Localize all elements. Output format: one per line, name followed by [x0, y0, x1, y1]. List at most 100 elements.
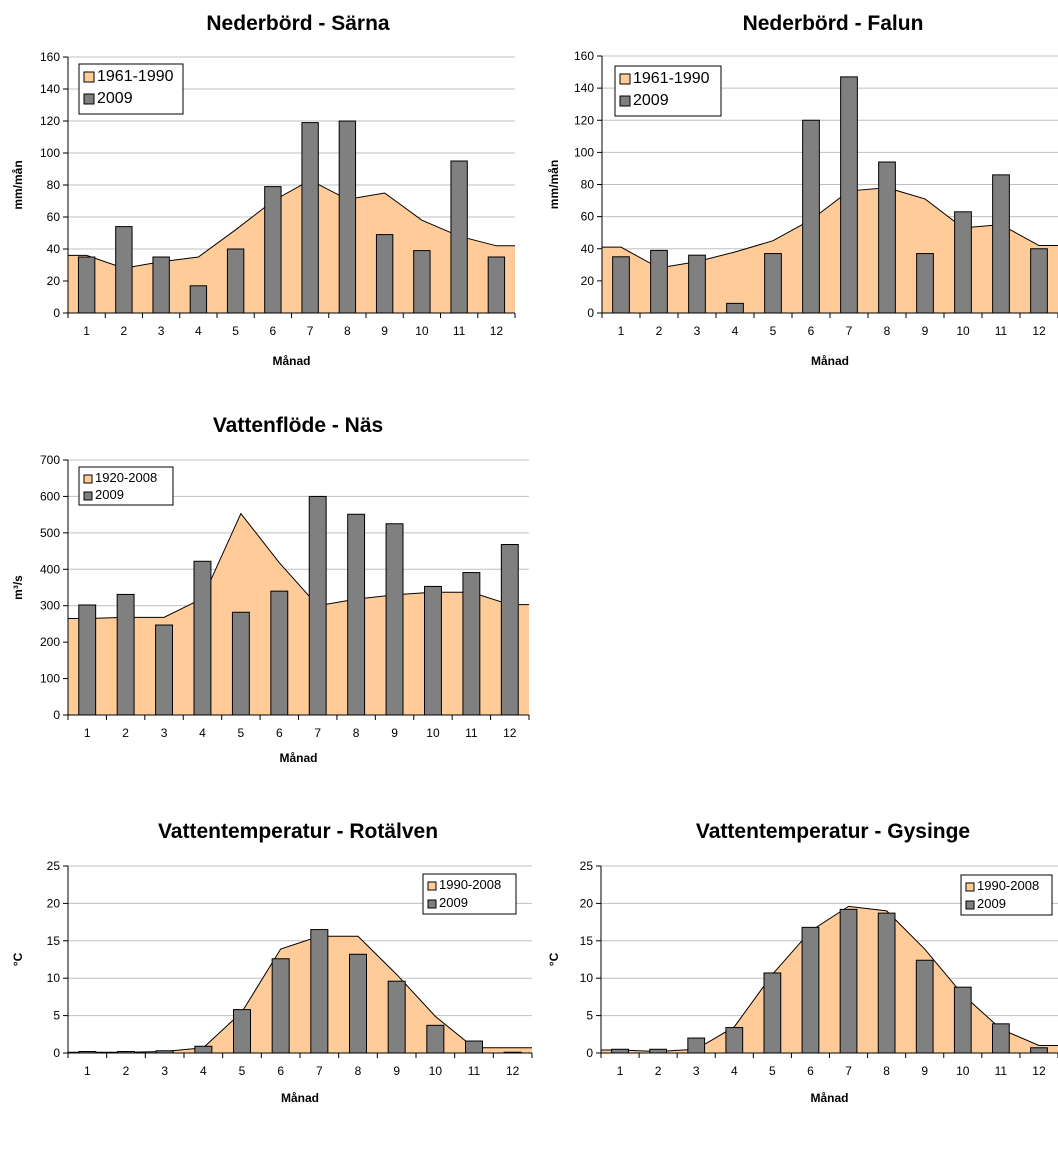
x-tick-label: 8	[353, 726, 360, 740]
x-tick-label: 3	[161, 1064, 168, 1078]
area-series-fill	[68, 180, 515, 313]
bar	[613, 257, 630, 313]
x-tick-label: 3	[161, 726, 168, 740]
y-tick-label: 140	[574, 81, 594, 95]
x-tick-label: 8	[355, 1064, 362, 1078]
legend-swatch	[428, 882, 436, 890]
y-axis-label: m³/s	[11, 575, 25, 600]
x-tick-label: 3	[693, 1064, 700, 1078]
y-tick-label: 80	[47, 178, 61, 192]
y-axis-label: °C	[11, 952, 25, 966]
y-tick-label: 20	[47, 896, 61, 910]
bar	[954, 987, 971, 1053]
chart-3: Vattenflöde - Näs01002003004005006007001…	[11, 414, 529, 765]
x-tick-label: 12	[506, 1064, 520, 1078]
x-tick-label: 6	[808, 324, 815, 338]
legend-swatch	[84, 94, 94, 104]
x-tick-label: 2	[123, 1064, 130, 1078]
legend-swatch	[84, 492, 92, 500]
x-tick-label: 1	[83, 324, 90, 338]
chart-title: Vattenflöde - Näs	[213, 414, 383, 437]
legend-label: 2009	[97, 90, 133, 107]
legend-label: 1920-2008	[95, 470, 157, 485]
x-tick-label: 4	[195, 324, 202, 338]
legend: 1990-2008 2009	[423, 874, 516, 914]
x-tick-label: 5	[769, 1064, 776, 1078]
bar	[349, 954, 366, 1053]
y-tick-label: 140	[40, 82, 60, 96]
x-tick-label: 12	[1032, 1064, 1046, 1078]
legend-swatch	[620, 96, 630, 106]
bar	[427, 1025, 444, 1053]
bar	[376, 235, 392, 313]
x-tick-label: 12	[490, 324, 504, 338]
bar	[765, 254, 782, 313]
legend-label: 2009	[977, 896, 1006, 911]
legend: 1961-1990 2009	[615, 66, 721, 116]
x-tick-label: 4	[732, 324, 739, 338]
x-tick-label: 7	[316, 1064, 323, 1078]
legend-swatch	[966, 901, 974, 909]
bar	[840, 909, 857, 1053]
bar	[501, 545, 518, 715]
y-tick-label: 300	[40, 599, 60, 613]
x-tick-label: 11	[453, 324, 466, 338]
y-tick-label: 60	[581, 210, 595, 224]
y-tick-label: 20	[580, 896, 594, 910]
legend-label: 2009	[633, 92, 669, 109]
bar	[488, 257, 504, 313]
x-tick-label: 5	[239, 1064, 246, 1078]
bar	[451, 161, 467, 313]
bar	[117, 594, 134, 715]
bar	[689, 255, 706, 313]
y-tick-label: 160	[40, 50, 60, 64]
bar	[232, 612, 249, 715]
chart-2: Nederbörd - Falun0204060801001201401601 2…	[547, 12, 1058, 368]
y-tick-label: 0	[587, 306, 594, 320]
y-tick-label: 15	[580, 934, 594, 948]
legend-label: 2009	[95, 487, 124, 502]
x-tick-label: 9	[922, 324, 929, 338]
bar	[425, 586, 442, 715]
bar	[465, 1041, 482, 1053]
bar	[156, 625, 173, 715]
x-tick-label: 6	[807, 1064, 814, 1078]
legend-swatch	[966, 883, 974, 891]
x-axis-label: Månad	[281, 1091, 319, 1105]
legend-label: 2009	[439, 895, 468, 910]
legend-swatch	[84, 72, 94, 82]
x-tick-label: 2	[122, 726, 129, 740]
bar	[302, 123, 318, 313]
legend-swatch	[620, 74, 630, 84]
x-tick-label: 7	[307, 324, 314, 338]
bar	[309, 496, 326, 715]
x-tick-label: 4	[199, 726, 206, 740]
x-tick-label: 6	[270, 324, 277, 338]
bar	[955, 212, 972, 313]
bar	[841, 77, 858, 313]
x-axis-label: Månad	[272, 354, 310, 368]
chart-title: Vattentemperatur - Rotälven	[158, 820, 438, 843]
y-tick-label: 40	[581, 242, 595, 256]
y-tick-label: 0	[53, 306, 60, 320]
bar	[916, 960, 933, 1053]
x-tick-label: 11	[468, 1064, 481, 1078]
y-tick-label: 25	[47, 859, 61, 873]
x-tick-label: 10	[426, 726, 440, 740]
x-tick-label: 5	[238, 726, 245, 740]
x-tick-label: 11	[465, 726, 478, 740]
chart-title: Nederbörd - Falun	[743, 12, 924, 35]
legend-swatch	[428, 900, 436, 908]
x-tick-label: 12	[1032, 324, 1046, 338]
x-tick-label: 9	[381, 324, 388, 338]
bar	[727, 303, 744, 313]
bar	[612, 1049, 629, 1053]
x-tick-label: 4	[200, 1064, 207, 1078]
bar	[802, 927, 819, 1053]
x-tick-label: 9	[921, 1064, 928, 1078]
y-tick-label: 0	[53, 1046, 60, 1060]
y-tick-label: 160	[574, 49, 594, 63]
x-tick-label: 5	[770, 324, 777, 338]
area-series-fill	[68, 936, 532, 1053]
